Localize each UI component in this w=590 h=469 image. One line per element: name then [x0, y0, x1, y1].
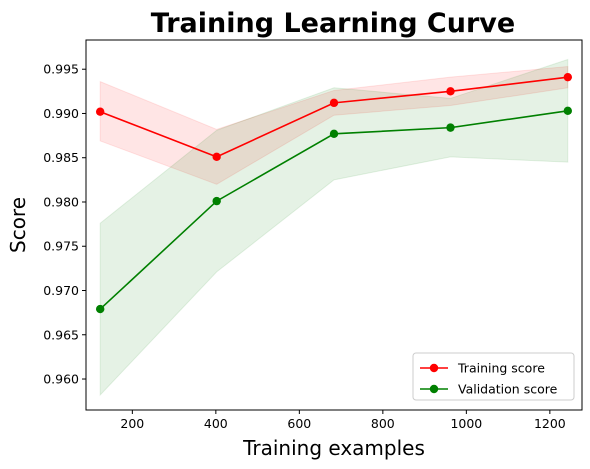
y-tick-label: 0.985: [43, 150, 79, 165]
x-axis-ticks: 200 400 600 800 1000 1200: [120, 410, 566, 431]
training-score-point: [95, 107, 105, 116]
x-axis-label: Training examples: [242, 436, 425, 460]
legend-box: [412, 352, 575, 401]
y-tick-label: 0.980: [43, 194, 79, 209]
y-tick-label: 0.975: [43, 239, 79, 254]
confidence-bands: [99, 58, 569, 397]
validation-score-point: [329, 129, 339, 139]
validation-score-legend-label: Validation score: [458, 382, 558, 397]
validation-score-legend-marker: [429, 384, 439, 394]
y-tick-label: 0.970: [43, 283, 79, 298]
x-tick-label: 1000: [450, 416, 482, 431]
training-score-legend-marker: [429, 363, 439, 373]
series-points: [95, 72, 573, 314]
training-score-point: [563, 72, 573, 82]
training-score-point: [212, 152, 221, 162]
validation-score-band: [99, 58, 569, 397]
validation-score-point: [212, 196, 221, 206]
x-tick-label: 400: [204, 416, 228, 431]
training-score-point: [329, 98, 339, 108]
validation-score-point: [95, 304, 105, 314]
y-tick-label: 0.965: [43, 327, 79, 342]
x-tick-label: 800: [371, 416, 395, 431]
validation-score-point: [446, 123, 455, 132]
y-axis-ticks: 0.960 0.965 0.970 0.975 0.980 0.985 0.990 0.995: [43, 62, 86, 387]
x-tick-label: 600: [287, 416, 311, 431]
chart-legend: Training score Validation score: [412, 352, 575, 401]
x-tick-label: 200: [120, 416, 144, 431]
y-axis-label: Score: [6, 197, 30, 253]
chart-title: Training Learning Curve: [151, 8, 515, 39]
y-tick-label: 0.990: [43, 106, 79, 121]
plot-frame: [85, 39, 583, 411]
training-score-point: [446, 87, 455, 96]
y-tick-label: 0.995: [43, 62, 79, 77]
y-tick-label: 0.960: [43, 372, 79, 387]
x-tick-label: 1200: [534, 416, 566, 431]
training-score-legend-label: Training score: [457, 361, 545, 376]
validation-score-point: [563, 106, 573, 116]
